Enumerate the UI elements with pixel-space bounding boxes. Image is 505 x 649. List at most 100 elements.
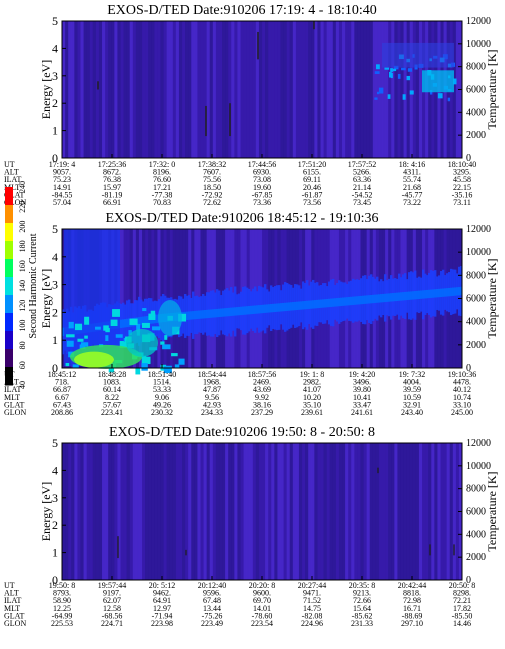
spectrogram-cell	[194, 310, 197, 320]
y2-tick-label: 2000	[466, 130, 486, 141]
table-cell: 19: 4:20	[349, 370, 375, 379]
table-cell: 19.60	[253, 183, 271, 192]
spectrogram-column	[111, 443, 115, 580]
chart-title: EXOS-D/TED Date:910206 19:50: 8 - 20:50:…	[109, 425, 375, 440]
table-cell: 4311.	[403, 168, 421, 177]
spectrogram-cell	[436, 289, 439, 298]
spectrogram-column	[446, 443, 450, 580]
table-cell: -67.85	[252, 190, 273, 199]
spectrogram-column	[178, 21, 183, 158]
spectrogram-cell	[252, 305, 255, 314]
spectrogram-column	[132, 21, 137, 158]
spectrogram-cell	[336, 298, 339, 307]
y2-tick-label: 8000	[466, 270, 486, 281]
spectrogram-cell	[238, 306, 241, 316]
spectrogram-cell	[144, 316, 147, 325]
spectrogram-cell	[248, 306, 251, 315]
spectrogram-column	[249, 443, 254, 580]
colorbar: 40 60 80 100 120 140 160 180 200 220 240 Second Har…	[5, 181, 39, 389]
table-cell: -85.62	[352, 611, 373, 620]
table-row-label: ALT	[4, 589, 19, 598]
spectrogram-cell	[156, 314, 159, 323]
table-cell: 57.04	[53, 198, 71, 207]
spectrogram-column	[428, 443, 432, 580]
table-cell: 6155.	[303, 168, 321, 177]
spectrogram-cell	[158, 299, 182, 336]
spectrogram-column	[98, 21, 103, 158]
spectrogram-column	[385, 21, 389, 158]
spectrogram-column	[83, 21, 87, 158]
table-cell: 243.40	[401, 408, 423, 417]
spectrogram-column	[114, 21, 118, 158]
spectrogram-column	[345, 443, 349, 580]
spectrogram-column	[62, 21, 66, 158]
spectrogram-cell	[68, 321, 74, 329]
table-cell: 9197.	[103, 589, 121, 598]
spectrogram-column	[298, 21, 303, 158]
spectrogram-column	[163, 443, 167, 580]
spectrogram-cell	[382, 42, 454, 68]
spectrogram-cell	[460, 286, 463, 296]
spectrogram-cell	[108, 367, 115, 373]
table-cell: 73.45	[353, 198, 371, 207]
table-cell: 10.74	[453, 393, 471, 402]
chart-title: EXOS-D/TED Date:910206 18:45:12 - 19:10:…	[106, 211, 379, 226]
spectrogram-column	[329, 443, 334, 580]
spectrogram-cell	[286, 302, 289, 311]
spectrogram-column	[286, 443, 290, 580]
spectrogram-column	[65, 21, 69, 158]
spectrogram-cell	[141, 356, 151, 365]
spectrogram-column	[148, 443, 152, 580]
table-cell: 2982.	[303, 378, 321, 387]
spectrogram-cell	[430, 289, 433, 298]
spectrogram-column	[342, 21, 346, 158]
spectrogram-column	[298, 443, 303, 580]
spectrogram-column	[252, 443, 257, 580]
table-row-label: ALT	[4, 168, 19, 177]
y-tick-label: 5	[52, 436, 58, 450]
spectrogram-column	[348, 21, 352, 158]
table-cell: 4004.	[403, 378, 421, 387]
spectrogram-column	[225, 443, 229, 580]
spectrogram-column	[397, 21, 401, 158]
spectrogram-column	[197, 443, 201, 580]
spectrogram-cell	[360, 295, 363, 305]
spectrogram-column	[268, 443, 272, 580]
spectrogram-cell	[300, 301, 303, 310]
spectrogram-column	[345, 21, 349, 158]
spectrogram-column	[185, 443, 189, 580]
spectrogram-cell	[174, 364, 180, 369]
spectrogram-column	[403, 443, 407, 580]
spectrogram-column	[160, 21, 164, 158]
table-cell: 224.96	[301, 619, 323, 628]
spectrogram-cell	[410, 291, 413, 300]
spectrogram-cell	[122, 319, 125, 328]
spectrogram-cell	[186, 311, 189, 320]
table-cell: 13.44	[203, 604, 221, 613]
spectrogram-cell	[190, 311, 193, 320]
spectrogram-cell	[426, 289, 429, 299]
y2-tick-label: 10000	[466, 247, 491, 258]
spectrogram-cell	[222, 308, 225, 317]
y-tick-label: 1	[52, 333, 58, 347]
spectrogram-column	[191, 443, 195, 580]
spectrogram	[62, 229, 463, 375]
spectrogram-column	[218, 443, 223, 580]
spectrogram-cell	[348, 296, 351, 306]
table-cell: 71.52	[303, 596, 321, 605]
spectrogram-column	[148, 21, 152, 158]
table-cell: 10.41	[353, 393, 371, 402]
spectrogram-cell	[374, 97, 378, 100]
spectrogram-column	[274, 21, 278, 158]
spectrogram-cell	[368, 295, 371, 304]
spectrogram-cell	[240, 306, 243, 316]
table-cell: 66.91	[103, 198, 121, 207]
spectrogram-cell	[340, 297, 343, 307]
spectrogram-cell	[84, 335, 88, 339]
colorbar-swatch	[5, 259, 13, 278]
spectrogram-cell	[429, 90, 433, 95]
table-cell: 1968.	[203, 378, 221, 387]
spectrogram-column	[142, 229, 146, 368]
table-cell: 9057.	[53, 168, 71, 177]
